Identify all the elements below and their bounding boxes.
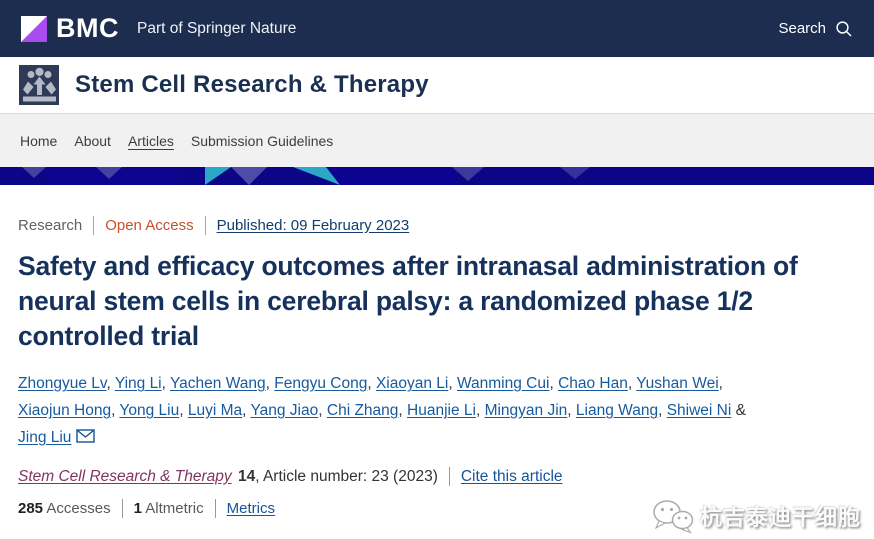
envelope-icon [76, 429, 96, 443]
springer-tagline: Part of Springer Nature [137, 19, 297, 37]
banner-pattern [0, 167, 874, 185]
author-link[interactable]: Mingyan Jin [484, 402, 568, 419]
citation-row: Stem Cell Research & Therapy 14, Article… [18, 467, 856, 486]
article-title: Safety and efficacy outcomes after intra… [18, 251, 798, 351]
watermark: 杭吉泰迪干细胞 [651, 498, 861, 534]
separator [204, 216, 206, 235]
separator [448, 467, 450, 486]
bmc-logo-text: BMC [56, 13, 119, 43]
article-meta-row: Research Open Access Published: 09 Febru… [18, 216, 856, 235]
author-link[interactable]: Ying Li [114, 375, 162, 392]
article-content: Research Open Access Published: 09 Febru… [0, 185, 874, 518]
journal-title[interactable]: Stem Cell Research & Therapy [75, 71, 429, 98]
author-link[interactable]: Chi Zhang [326, 402, 399, 419]
email-author-button[interactable] [76, 425, 96, 452]
search-icon [836, 20, 852, 37]
author-link[interactable]: Yushan Wei [636, 375, 719, 392]
accesses-stat: 285 Accesses [18, 500, 111, 517]
author-link[interactable]: Shiwei Ni [666, 402, 732, 419]
wechat-icon [653, 500, 694, 534]
journal-header: Stem Cell Research & Therapy [0, 57, 874, 113]
journal-navbar: Home About Articles Submission Guideline… [0, 113, 874, 167]
bmc-logo[interactable]: BMC [21, 13, 119, 44]
open-access-badge: Open Access [105, 217, 194, 234]
metrics-link[interactable]: Metrics [226, 500, 275, 517]
site-header: BMC Part of Springer Nature Search [0, 0, 874, 57]
nav-item-submission-guidelines[interactable]: Submission Guidelines [190, 132, 334, 149]
author-link[interactable]: Wanming Cui [456, 375, 550, 392]
separator [93, 216, 95, 235]
accesses-count: 285 [18, 500, 44, 517]
author-link[interactable]: Yong Liu [119, 402, 180, 419]
author-link[interactable]: Chao Han [558, 375, 628, 392]
search-label: Search [778, 20, 826, 37]
accesses-label: Accesses [46, 500, 111, 517]
author-link[interactable]: Fengyu Cong [274, 375, 368, 392]
altmetric-label: Altmetric [145, 500, 204, 517]
citation-text: Stem Cell Research & Therapy 14, Article… [18, 468, 438, 486]
author-link[interactable]: Zhongyue Lv [18, 375, 107, 392]
author-link[interactable]: Huanjie Li [407, 402, 476, 419]
cite-this-article-link[interactable]: Cite this article [460, 467, 563, 485]
author-link[interactable]: Liang Wang [575, 402, 659, 419]
author-link[interactable]: Jing Liu [18, 429, 72, 446]
altmetric-count: 1 [133, 500, 142, 517]
author-link[interactable]: Yachen Wang [169, 375, 266, 392]
watermark-text: 杭吉泰迪干细胞 [699, 506, 861, 531]
article-number-text: , Article number: 23 (2023) [255, 467, 438, 485]
author-link[interactable]: Luyi Ma [187, 402, 243, 419]
separator [121, 499, 123, 518]
author-link[interactable]: Xiaoyan Li [375, 375, 449, 392]
author-link[interactable]: Xiaojun Hong [18, 402, 112, 419]
author-link[interactable]: Yang Jiao [250, 402, 319, 419]
nav-item-about[interactable]: About [74, 132, 111, 149]
nav-item-articles[interactable]: Articles [127, 132, 174, 149]
author-list: Zhongyue Lv, Ying Li, Yachen Wang, Fengy… [18, 370, 760, 452]
bmc-logo-icon [21, 15, 47, 42]
published-date-link[interactable]: Published: 09 February 2023 [216, 217, 410, 234]
author-links: Zhongyue Lv, Ying Li, Yachen Wang, Fengy… [18, 375, 746, 446]
decorative-banner [0, 167, 874, 185]
journal-cite-link[interactable]: Stem Cell Research & Therapy [18, 467, 232, 485]
journal-logo-icon[interactable] [19, 65, 59, 105]
altmetric-stat: 1 Altmetric [134, 500, 204, 517]
article-type: Research [18, 217, 83, 234]
search-button[interactable]: Search [778, 20, 853, 38]
separator [214, 499, 216, 518]
volume-number: 14 [237, 467, 256, 485]
metrics-row: 285 Accesses 1 Altmetric Metrics [18, 499, 856, 518]
nav-item-home[interactable]: Home [20, 132, 58, 149]
